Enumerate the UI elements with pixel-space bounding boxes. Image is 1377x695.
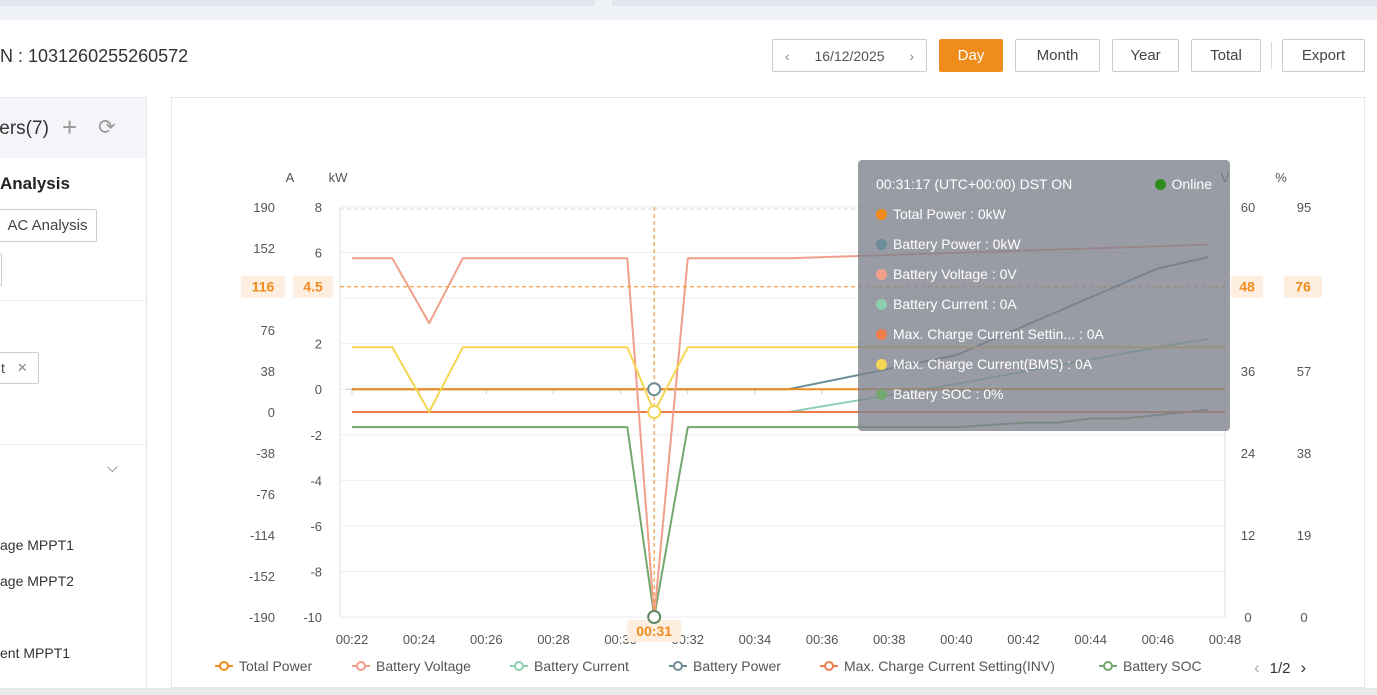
tooltip-row-label: Total Power : [893, 206, 974, 222]
tooltip-row-label: Battery Current : [893, 296, 996, 312]
export-button[interactable]: Export [1282, 39, 1365, 72]
top-bar-left [0, 0, 595, 6]
legend-item[interactable]: Max. Charge Current Setting(INV) [820, 658, 1055, 674]
date-picker[interactable]: ‹ 16/12/2025 › [772, 39, 927, 72]
status-dot-icon [1154, 178, 1166, 190]
param-item[interactable]: age MPPT2 [0, 573, 74, 589]
tooltip-row: Battery Current : 0A [876, 296, 1017, 312]
divider [0, 444, 146, 445]
tooltip-time: 00:31:17 (UTC+00:00) DST ON [876, 176, 1073, 192]
legend-label: Max. Charge Current Setting(INV) [844, 658, 1055, 674]
tooltip-row-value: 0A [1071, 356, 1093, 372]
chevron-left-icon[interactable]: ‹ [785, 47, 790, 64]
dc-analysis-button[interactable] [0, 253, 2, 286]
param-item[interactable]: ent MPPT1 [0, 645, 71, 661]
tooltip-row-value: 0kW [973, 206, 1006, 222]
tooltip-row: Battery SOC : 0% [876, 386, 1003, 402]
legend-label: Battery SOC [1123, 658, 1202, 674]
top-bar-right [612, 0, 1377, 6]
divider [1271, 42, 1272, 69]
legend-item[interactable]: Battery Current [510, 658, 629, 674]
legend-item[interactable]: Total Power [215, 658, 312, 674]
close-icon[interactable]: ✕ [16, 360, 28, 375]
chevron-left-icon[interactable]: ‹ [1254, 658, 1260, 677]
legend-pager: ‹ 1/2 › [1254, 658, 1306, 678]
legend-label: Total Power [239, 658, 313, 674]
ac-analysis-button[interactable]: AC Analysis [0, 209, 97, 242]
chevron-right-icon[interactable]: › [1300, 658, 1307, 677]
chevron-right-icon[interactable]: › [909, 47, 914, 64]
series-dot-icon [876, 298, 887, 310]
param-item[interactable]: age MPPT1 [0, 537, 74, 553]
tooltip-row-label: Max. Charge Current(BMS) : [893, 356, 1072, 372]
tooltip-row-value: 0kW [988, 236, 1021, 252]
legend-item[interactable]: Battery Power [669, 658, 781, 674]
legend-page: 1/2 [1269, 659, 1291, 677]
chart-legend: Total Power Battery Voltage Battery Curr… [0, 658, 1377, 680]
legend-item[interactable]: Battery Voltage [352, 658, 471, 674]
tooltip-row-value: 0% [979, 386, 1004, 402]
day-button[interactable]: Day [939, 39, 1003, 72]
tooltip-row-value: 0A [995, 296, 1017, 312]
series-dot-icon [876, 328, 887, 340]
date-value: 16/12/2025 [814, 47, 885, 64]
status-text: Online [1171, 176, 1212, 192]
legend-label: Battery Current [534, 658, 629, 674]
series-dot-icon [876, 238, 887, 250]
year-button[interactable]: Year [1112, 39, 1179, 72]
add-icon[interactable]: + [62, 112, 78, 142]
series-dot-icon [876, 268, 887, 280]
tooltip-row-value: 0A [1082, 326, 1104, 342]
legend-label: Battery Power [693, 658, 781, 674]
bottom-strip [0, 688, 1377, 695]
tooltip-row-label: Battery Power : [893, 236, 989, 252]
top-strip [0, 0, 1377, 20]
chevron-down-icon[interactable]: ⌵ [107, 459, 118, 475]
series-dot-icon [876, 388, 887, 400]
divider [0, 300, 146, 301]
month-button[interactable]: Month [1015, 39, 1100, 72]
online-status: Online [1154, 176, 1212, 192]
tooltip-row-label: Battery Voltage : [893, 266, 996, 282]
legend-label: Battery Voltage [376, 658, 471, 674]
tooltip-row: Battery Voltage : 0V [876, 266, 1017, 282]
refresh-icon[interactable]: ⟳ [98, 116, 116, 139]
device-sn: N : 1031260255260572 [0, 46, 189, 66]
tooltip-row-label: Battery SOC : [893, 386, 980, 402]
legend-item[interactable]: Battery SOC [1099, 658, 1202, 674]
analysis-title: Analysis [0, 174, 70, 193]
total-button[interactable]: Total [1191, 39, 1261, 72]
tooltip-row: Battery Power : 0kW [876, 236, 1021, 252]
series-dot-icon [876, 208, 887, 220]
selected-tag[interactable]: t ✕ [0, 352, 39, 384]
tooltip-row: Max. Charge Current(BMS) : 0A [876, 356, 1092, 372]
tooltip-row: Total Power : 0kW [876, 206, 1006, 222]
tooltip-row: Max. Charge Current Settin... : 0A [876, 326, 1104, 342]
tooltip-row-value: 0V [995, 266, 1017, 282]
series-dot-icon [876, 358, 887, 370]
tooltip-row-label: Max. Charge Current Settin... : [893, 326, 1083, 342]
tag-label: t [1, 360, 5, 376]
chart-tooltip: 00:31:17 (UTC+00:00) DST ON Online Total… [858, 160, 1230, 431]
